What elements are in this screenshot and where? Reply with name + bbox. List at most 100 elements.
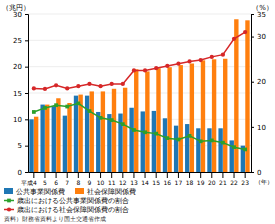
bar xyxy=(223,59,227,172)
marker xyxy=(154,66,158,70)
bar xyxy=(201,60,205,172)
marker xyxy=(165,64,169,68)
legend-swatch xyxy=(4,188,13,194)
tick-mark xyxy=(211,172,212,178)
tick-label: 6 xyxy=(54,179,58,186)
bar xyxy=(52,106,56,172)
marker xyxy=(210,139,214,143)
grid-line xyxy=(28,93,251,94)
bar xyxy=(234,19,238,172)
tick: 18 xyxy=(186,172,194,186)
bar xyxy=(45,105,49,172)
bar xyxy=(90,91,94,172)
tick-label: 20 xyxy=(257,78,266,86)
bar xyxy=(212,59,216,172)
tick: 9 xyxy=(88,172,92,186)
marker xyxy=(65,86,69,90)
tick-label: 20 xyxy=(208,179,216,186)
tick-label: 平成4 xyxy=(21,179,37,186)
tick-mark xyxy=(111,172,112,178)
tick-label: 9 xyxy=(88,179,92,186)
tick: 13 xyxy=(130,172,138,186)
line xyxy=(34,103,245,149)
tick-label: 30 xyxy=(257,33,266,41)
marker xyxy=(221,141,225,145)
legend-marker xyxy=(7,207,11,211)
tick-mark xyxy=(133,172,134,178)
y2-axis-label: （%） xyxy=(252,4,273,12)
marker xyxy=(54,83,58,87)
marker xyxy=(110,82,114,86)
tick: 25 xyxy=(13,37,28,45)
bar xyxy=(152,111,156,172)
marker xyxy=(187,59,191,63)
legend-item: 社会保障関係費 xyxy=(75,188,136,196)
tick: 7 xyxy=(65,172,69,186)
bar xyxy=(101,91,105,172)
bar xyxy=(185,124,189,172)
y2-axis: 010203035 xyxy=(251,11,266,177)
grid-line xyxy=(28,66,251,67)
marker xyxy=(65,105,69,109)
tick-mark xyxy=(89,172,90,178)
bar xyxy=(67,103,71,172)
marker xyxy=(165,136,169,140)
bar xyxy=(141,111,145,172)
tick-mark xyxy=(156,172,157,178)
marker xyxy=(76,102,80,106)
marker xyxy=(232,37,236,41)
bar xyxy=(34,117,38,172)
grid-line xyxy=(28,40,251,41)
tick-mark xyxy=(251,37,254,38)
tick-label: 5 xyxy=(18,142,22,150)
legend-swatch xyxy=(75,188,84,194)
tick-label: 21 xyxy=(219,179,227,186)
tick-mark xyxy=(25,67,28,68)
tick-mark xyxy=(251,14,254,15)
tick-mark xyxy=(25,146,28,147)
tick: 22 xyxy=(230,172,238,186)
tick-mark xyxy=(167,172,168,178)
grid-line xyxy=(28,14,251,15)
marker xyxy=(32,110,36,114)
tick-label: 17 xyxy=(175,179,183,186)
bar xyxy=(196,128,200,172)
tick-label: 0 xyxy=(18,169,22,177)
marker xyxy=(110,118,114,122)
marker xyxy=(232,145,236,149)
marker xyxy=(177,138,181,142)
tick: 17 xyxy=(175,172,183,186)
marker xyxy=(121,82,125,86)
tick-label: 11 xyxy=(108,179,116,186)
tick-label: 18 xyxy=(186,179,194,186)
tick-mark xyxy=(251,172,254,173)
bar xyxy=(112,89,116,172)
tick: 10 xyxy=(251,124,266,132)
axis-line xyxy=(252,15,255,173)
tick: 16 xyxy=(163,172,171,186)
marker xyxy=(32,86,36,90)
tick-label: 7 xyxy=(65,179,69,186)
tick-label: 15 xyxy=(152,179,160,186)
tick-label: 16 xyxy=(163,179,171,186)
tick-mark xyxy=(25,14,28,15)
tick: 19 xyxy=(197,172,205,186)
tick-mark xyxy=(251,82,254,83)
marker xyxy=(243,148,247,152)
y-axis: 051015202530 xyxy=(13,11,28,177)
tick-label: 23 xyxy=(241,179,249,186)
bar xyxy=(174,126,178,172)
tick-mark xyxy=(25,40,28,41)
tick-mark xyxy=(67,172,68,178)
tick-mark xyxy=(33,172,34,178)
marker xyxy=(199,139,203,143)
legend: 公共事業関係費社会保障関係費歳出における公共事業関係費の割合歳出における社会保障… xyxy=(4,188,136,214)
bar xyxy=(190,64,194,172)
legend-item: 歳出における公共事業関係費の割合 xyxy=(4,197,129,205)
bar xyxy=(179,65,183,172)
grid-line xyxy=(28,119,251,120)
marker xyxy=(199,58,203,62)
legend-label: 公共事業関係費 xyxy=(16,188,65,196)
tick-mark xyxy=(56,172,57,178)
axis-line xyxy=(25,15,29,173)
